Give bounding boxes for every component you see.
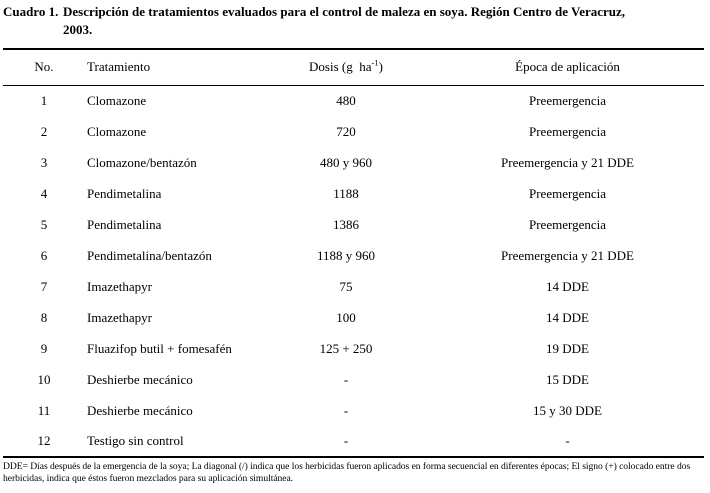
cell-dose: - — [343, 402, 349, 418]
cell-treatment: Clomazone/bentazón — [87, 154, 197, 170]
caption-text: Descripción de tratamientos evaluados pa… — [63, 3, 706, 39]
cell-dose: 480 — [336, 92, 356, 108]
caption-label: Cuadro 1. — [3, 4, 59, 19]
cell-dose: 1188 y 960 — [316, 247, 376, 263]
table-header: No. Tratamiento Dosis (g ha-1) Época de … — [3, 49, 704, 85]
cell-treatment: Deshierbe mecánico — [87, 402, 193, 418]
table-row: 7 Imazethapyr 75 14 DDE — [3, 271, 704, 302]
cell-treatment: Pendimetalina — [87, 185, 162, 201]
table-row: 8 Imazethapyr 100 14 DDE — [3, 302, 704, 333]
cell-treatment: Pendimetalina — [87, 216, 162, 232]
cell-treatment: Fluazifop butil + fomesafén — [87, 340, 232, 356]
cell-dose: 1386 — [333, 216, 359, 232]
cell-dose: 125 + 250 — [319, 340, 373, 356]
cell-epoch: Preemergencia — [529, 92, 606, 108]
cell-treatment: Imazethapyr — [87, 309, 152, 325]
cell-no: 1 — [40, 92, 48, 108]
cell-no: 4 — [40, 185, 48, 201]
cell-epoch: 19 DDE — [546, 340, 589, 356]
cell-epoch: Preemergencia y 21 DDE — [501, 247, 634, 263]
cell-treatment: Pendimetalina/bentazón — [87, 247, 212, 263]
cell-epoch: 15 y 30 DDE — [533, 402, 602, 418]
column-header-treatment: Tratamiento — [87, 59, 151, 75]
cell-dose: 100 — [336, 309, 356, 325]
cell-treatment: Clomazone — [87, 123, 147, 139]
cell-no: 11 — [37, 402, 51, 418]
cell-no: 7 — [40, 278, 48, 294]
table-row: 10 Deshierbe mecánico - 15 DDE — [3, 364, 704, 395]
table-row: 4 Pendimetalina 1188 Preemergencia — [3, 178, 704, 209]
cell-epoch: - — [565, 433, 570, 448]
cell-no: 10 — [37, 371, 51, 387]
cell-treatment: Imazethapyr — [87, 278, 152, 294]
cell-dose: - — [343, 371, 349, 387]
table-row: 5 Pendimetalina 1386 Preemergencia — [3, 209, 704, 240]
table-row: 12 Testigo sin control - - — [3, 426, 704, 457]
cell-epoch: Preemergencia y 21 DDE — [501, 154, 634, 170]
cell-no: 6 — [40, 247, 48, 263]
cell-dose: 75 — [339, 278, 353, 294]
column-header-no: No. — [34, 59, 54, 75]
cell-no: 5 — [40, 216, 48, 232]
dose-header-text: Dosis (g ha — [309, 59, 372, 75]
table-footnote: DDE= Días después de la emergencia de la… — [3, 461, 691, 484]
table-row: 2 Clomazone 720 Preemergencia — [3, 116, 704, 147]
cell-treatment: Deshierbe mecánico — [87, 371, 193, 387]
header-row: No. Tratamiento Dosis (g ha-1) Época de … — [3, 49, 704, 85]
cell-treatment: Clomazone — [87, 92, 147, 108]
cell-epoch: Preemergencia — [529, 216, 606, 232]
cell-dose: 1188 — [333, 185, 359, 201]
table-row: 9 Fluazifop butil + fomesafén 125 + 250 … — [3, 333, 704, 364]
cell-dose: 720 — [336, 123, 356, 139]
caption-line2: 2003. — [63, 22, 93, 37]
table-row: 3 Clomazone/bentazón 480 y 960 Preemerge… — [3, 147, 704, 178]
cell-dose: - — [343, 433, 349, 448]
cell-epoch: Preemergencia — [529, 123, 606, 139]
column-header-dose: Dosis (g ha-1) — [261, 49, 431, 85]
table-body: 1 Clomazone 480 Preemergencia 2 Clomazon… — [3, 85, 704, 457]
cell-no: 8 — [40, 309, 48, 325]
cell-no: 9 — [40, 340, 48, 356]
cell-no: 2 — [40, 123, 48, 139]
cell-epoch: 15 DDE — [546, 371, 589, 387]
cell-dose: 480 y 960 — [320, 154, 372, 170]
cell-treatment: Testigo sin control — [87, 433, 184, 448]
table-row: 11 Deshierbe mecánico - 15 y 30 DDE — [3, 395, 704, 426]
cell-no: 12 — [37, 433, 51, 448]
cell-epoch: Preemergencia — [529, 185, 606, 201]
caption-line1: Descripción de tratamientos evaluados pa… — [63, 4, 626, 19]
dose-header-close-paren: ) — [378, 59, 383, 75]
table-row: 6 Pendimetalina/bentazón 1188 y 960 Pree… — [3, 240, 704, 271]
column-header-epoch: Época de aplicación — [515, 59, 620, 75]
cell-epoch: 14 DDE — [546, 278, 589, 294]
cell-no: 3 — [40, 154, 48, 170]
dose-header-superscript: -1 — [371, 57, 379, 68]
table-caption: Cuadro 1. Descripción de tratamientos ev… — [3, 3, 706, 39]
table-row: 1 Clomazone 480 Preemergencia — [3, 85, 704, 116]
treatments-table: No. Tratamiento Dosis (g ha-1) Época de … — [3, 48, 704, 458]
cell-epoch: 14 DDE — [546, 309, 589, 325]
